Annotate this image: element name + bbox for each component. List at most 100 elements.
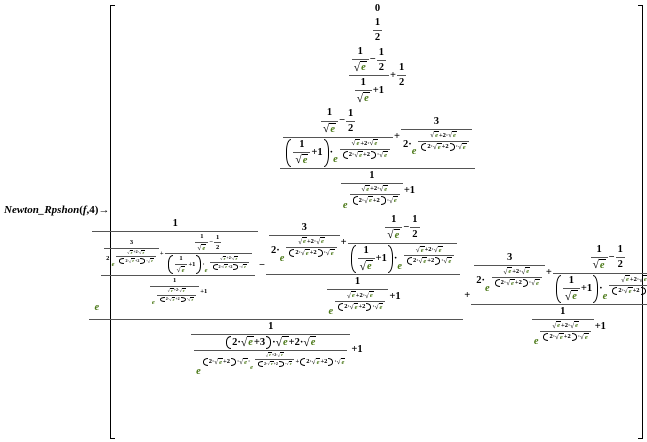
square-root: √ e — [361, 184, 371, 193]
euler-e: e — [366, 185, 370, 193]
radicand: e — [624, 275, 630, 283]
radicand: e — [171, 296, 176, 303]
fraction-bar — [590, 256, 608, 258]
numerator: 3 2· e √ e +2· √ e 2· √ e +2 · √ e +1 √ e −1 2 1 √ e +1 · e √ e +2· √… — [101, 233, 255, 275]
right-paren-icon — [230, 357, 236, 367]
numerator: 1 — [567, 275, 576, 287]
square-root: √ e — [303, 336, 317, 349]
euler-e: e — [526, 268, 530, 276]
math-row: 1 e √ e +2· √ e 2· √ e +2 · √ e +1 — [149, 277, 207, 306]
fraction-bar — [348, 75, 389, 77]
math-token: +2 — [363, 151, 370, 159]
radical-icon: √ — [554, 332, 559, 341]
euler-e: e — [130, 249, 133, 255]
denominator: e √ e +2· √ e 2· √ e +2 · √ e — [532, 321, 594, 348]
square-root: √ e — [311, 357, 321, 366]
radicand: e — [434, 131, 439, 139]
fraction: 2· √ e +3 · √ e +2· √ e e 2· √ e +2 · √ e · e √ e +2· √ e 2· √ e +2 ·… — [194, 336, 348, 378]
radicand: e — [367, 196, 373, 204]
square-root: √ e — [418, 256, 428, 265]
radical-icon: √ — [311, 357, 316, 366]
radicand: e — [365, 184, 371, 193]
numerator: 1 — [266, 321, 275, 333]
math-row: 2· e √ e +2· √ e 2· √ e +2 · √ e — [476, 267, 543, 294]
fraction: 1 √ e — [351, 46, 369, 74]
parenthesized: 2· √ e +2 — [420, 142, 455, 151]
math-token: + — [390, 69, 396, 81]
radicand: e — [329, 248, 335, 257]
square-root: √ e — [197, 243, 207, 252]
bracket-corner — [111, 5, 115, 6]
square-root: √ e — [389, 196, 398, 204]
math-token: +1 — [594, 321, 606, 333]
euler-e: e — [394, 229, 400, 241]
radicand: e — [360, 61, 367, 74]
euler-e: e — [438, 246, 442, 254]
math-row: 2· √ e +2 — [125, 258, 139, 264]
euler-e: e — [281, 352, 283, 358]
euler-e: e — [142, 249, 145, 255]
math-token: +1 — [351, 343, 363, 355]
radicand: e — [353, 302, 359, 311]
math-token: 1 — [412, 214, 418, 226]
math-token: +2 — [135, 257, 140, 263]
exponent: √e+2·√e2·√e+2·√e — [608, 275, 647, 296]
radical-icon: √ — [433, 245, 438, 254]
math-token: · — [329, 146, 334, 158]
denominator: 2·√e+2·√e — [286, 248, 336, 258]
fraction-bar — [321, 120, 339, 122]
evaluation-arrow-icon: → — [98, 204, 110, 216]
math-row: 2·√e+2·√e — [494, 278, 540, 288]
left-paren-icon — [338, 302, 344, 312]
parenthesized: 2· √ e +2 — [494, 278, 529, 288]
math-token: 2 — [412, 229, 418, 241]
square-root: √ e — [433, 142, 442, 151]
fraction-bar — [385, 226, 403, 228]
power: e√e+2·√e2·√e+2·√e — [603, 275, 647, 302]
math-row: 1 √ e −1 2 — [384, 214, 420, 242]
euler-e: e — [602, 290, 608, 302]
fraction-bar — [101, 275, 255, 277]
radical-icon: √ — [139, 250, 142, 256]
fraction: 3 2· e √ e +2· √ e 2· √ e +2 · √ e — [474, 252, 545, 294]
math-row: 2· e √ e +2· √ e 2· √ e +2 · √ e — [271, 237, 338, 264]
right-paren-icon — [323, 138, 329, 167]
math-token: · — [202, 261, 205, 269]
euler-e: e — [302, 154, 308, 166]
math-token: − — [403, 221, 410, 233]
fraction: 3 2· e √ e +2· √ e 2· √ e +2 · √ e +1 √ e −1 2 1 √ e +1 · e √ e +2· √… — [101, 233, 255, 306]
radical-icon: √ — [379, 150, 384, 159]
numerator: 1 — [410, 214, 419, 226]
square-root: √ e — [214, 357, 223, 366]
euler-e: e — [191, 296, 194, 302]
math-token: 1 — [568, 274, 574, 286]
square-root: √ e — [416, 245, 425, 254]
euler-e: e — [448, 257, 452, 265]
euler-e: e — [374, 140, 378, 148]
right-paren-icon — [449, 142, 455, 151]
fraction-bar — [191, 334, 351, 336]
euler-e: e — [369, 292, 373, 300]
fraction-bar — [265, 274, 461, 276]
vector-element: 1 √ e −1 2 1 √ e +1 +1 2 — [348, 46, 407, 105]
radical-icon: √ — [387, 229, 394, 242]
radicand: e — [201, 243, 207, 252]
right-paren-icon — [371, 150, 376, 160]
bracket-corner — [638, 438, 642, 439]
square-root: √ e — [241, 264, 247, 270]
denominator: 1 e √ e +2· √ e 2· √ e +2 · √ e +1 — [338, 170, 417, 212]
radical-icon: √ — [128, 258, 132, 264]
fraction-bar — [326, 289, 389, 291]
square-root: √ e — [179, 287, 186, 294]
math-token: +1 — [372, 85, 384, 97]
euler-e: e — [235, 255, 238, 261]
denominator: 2· √ e +3 · √ e +2· √ e e 2· √ e +2 · √ e · e √ e +2· √ e 2· √ e +2 ·… — [191, 336, 350, 378]
math-token: 3 — [129, 239, 134, 247]
euler-e: e — [435, 132, 438, 140]
